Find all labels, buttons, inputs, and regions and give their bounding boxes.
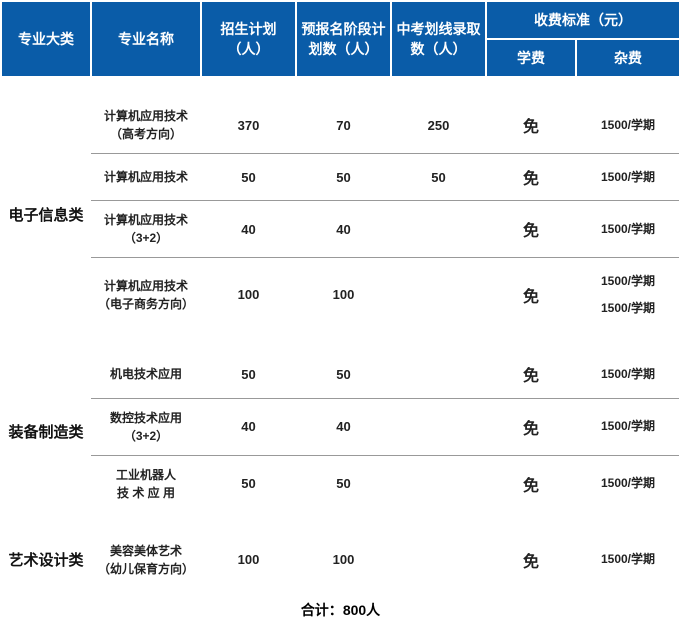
table-row: 艺术设计类美容美体艺术（幼儿保育方向）100100免1500/学期 — [1, 532, 679, 588]
col-category: 专业大类 — [1, 1, 91, 77]
major-cell: 计算机应用技术（高考方向） — [91, 97, 201, 154]
major-cell: 机电技术应用 — [91, 351, 201, 398]
table-row: 计算机应用技术505050免1500/学期 — [1, 154, 679, 201]
plan-cell: 100 — [201, 532, 296, 588]
exam-cell — [391, 258, 486, 331]
miscfee-cell: 1500/学期 — [576, 201, 679, 258]
pre-cell: 50 — [296, 154, 391, 201]
col-fee-group: 收费标准（元） — [486, 1, 679, 39]
exam-cell — [391, 201, 486, 258]
miscfee-cell: 1500/学期 — [576, 97, 679, 154]
tuition-cell: 免 — [486, 258, 576, 331]
major-cell: 工业机器人技 术 应 用 — [91, 455, 201, 512]
total-label: 合计： — [301, 602, 343, 618]
col-plan: 招生计划（人） — [201, 1, 296, 77]
table-body: 电子信息类计算机应用技术（高考方向）37070250免1500/学期计算机应用技… — [1, 77, 679, 588]
plan-cell: 50 — [201, 154, 296, 201]
exam-cell — [391, 398, 486, 455]
tuition-cell: 免 — [486, 154, 576, 201]
tuition-cell: 免 — [486, 97, 576, 154]
table-row: 数控技术应用（3+2）4040免1500/学期 — [1, 398, 679, 455]
pre-cell: 40 — [296, 398, 391, 455]
table-row: 工业机器人技 术 应 用5050免1500/学期 — [1, 455, 679, 512]
category-cell: 电子信息类 — [1, 97, 91, 331]
exam-cell — [391, 455, 486, 512]
pre-cell: 50 — [296, 455, 391, 512]
pre-cell: 70 — [296, 97, 391, 154]
exam-cell — [391, 532, 486, 588]
table-row: 计算机应用技术（3+2）4040免1500/学期 — [1, 201, 679, 258]
tuition-cell: 免 — [486, 351, 576, 398]
table-row: 装备制造类机电技术应用5050免1500/学期 — [1, 351, 679, 398]
miscfee-cell: 1500/学期 — [576, 455, 679, 512]
tuition-cell: 免 — [486, 455, 576, 512]
col-major: 专业名称 — [91, 1, 201, 77]
miscfee-cell: 1500/学期1500/学期 — [576, 258, 679, 331]
plan-cell: 40 — [201, 398, 296, 455]
tuition-cell: 免 — [486, 532, 576, 588]
tuition-cell: 免 — [486, 201, 576, 258]
table-header: 专业大类 专业名称 招生计划（人） 预报名阶段计划数（人） 中考划线录取数（人）… — [1, 1, 679, 77]
plan-cell: 370 — [201, 97, 296, 154]
col-prereg: 预报名阶段计划数（人） — [296, 1, 391, 77]
pre-cell: 100 — [296, 258, 391, 331]
exam-cell — [391, 351, 486, 398]
major-cell: 数控技术应用（3+2） — [91, 398, 201, 455]
category-cell: 艺术设计类 — [1, 532, 91, 588]
pre-cell: 50 — [296, 351, 391, 398]
category-cell: 装备制造类 — [1, 351, 91, 511]
tuition-cell: 免 — [486, 398, 576, 455]
pre-cell: 100 — [296, 532, 391, 588]
plan-cell: 40 — [201, 201, 296, 258]
major-cell: 计算机应用技术（电子商务方向） — [91, 258, 201, 331]
miscfee-cell: 1500/学期 — [576, 532, 679, 588]
col-tuition: 学费 — [486, 39, 576, 77]
miscfee-cell: 1500/学期 — [576, 351, 679, 398]
exam-cell: 50 — [391, 154, 486, 201]
plan-cell: 100 — [201, 258, 296, 331]
plan-cell: 50 — [201, 351, 296, 398]
total-value: 800人 — [343, 602, 380, 618]
exam-cell: 250 — [391, 97, 486, 154]
table-row: 计算机应用技术（电子商务方向）100100免1500/学期1500/学期 — [1, 258, 679, 331]
miscfee-cell: 1500/学期 — [576, 154, 679, 201]
table-row: 电子信息类计算机应用技术（高考方向）37070250免1500/学期 — [1, 97, 679, 154]
plan-cell: 50 — [201, 455, 296, 512]
col-miscfee: 杂费 — [576, 39, 679, 77]
col-examline: 中考划线录取数（人） — [391, 1, 486, 77]
major-cell: 计算机应用技术 — [91, 154, 201, 201]
major-cell: 计算机应用技术（3+2） — [91, 201, 201, 258]
major-cell: 美容美体艺术（幼儿保育方向） — [91, 532, 201, 588]
miscfee-cell: 1500/学期 — [576, 398, 679, 455]
enrollment-table: 专业大类 专业名称 招生计划（人） 预报名阶段计划数（人） 中考划线录取数（人）… — [0, 0, 679, 632]
pre-cell: 40 — [296, 201, 391, 258]
